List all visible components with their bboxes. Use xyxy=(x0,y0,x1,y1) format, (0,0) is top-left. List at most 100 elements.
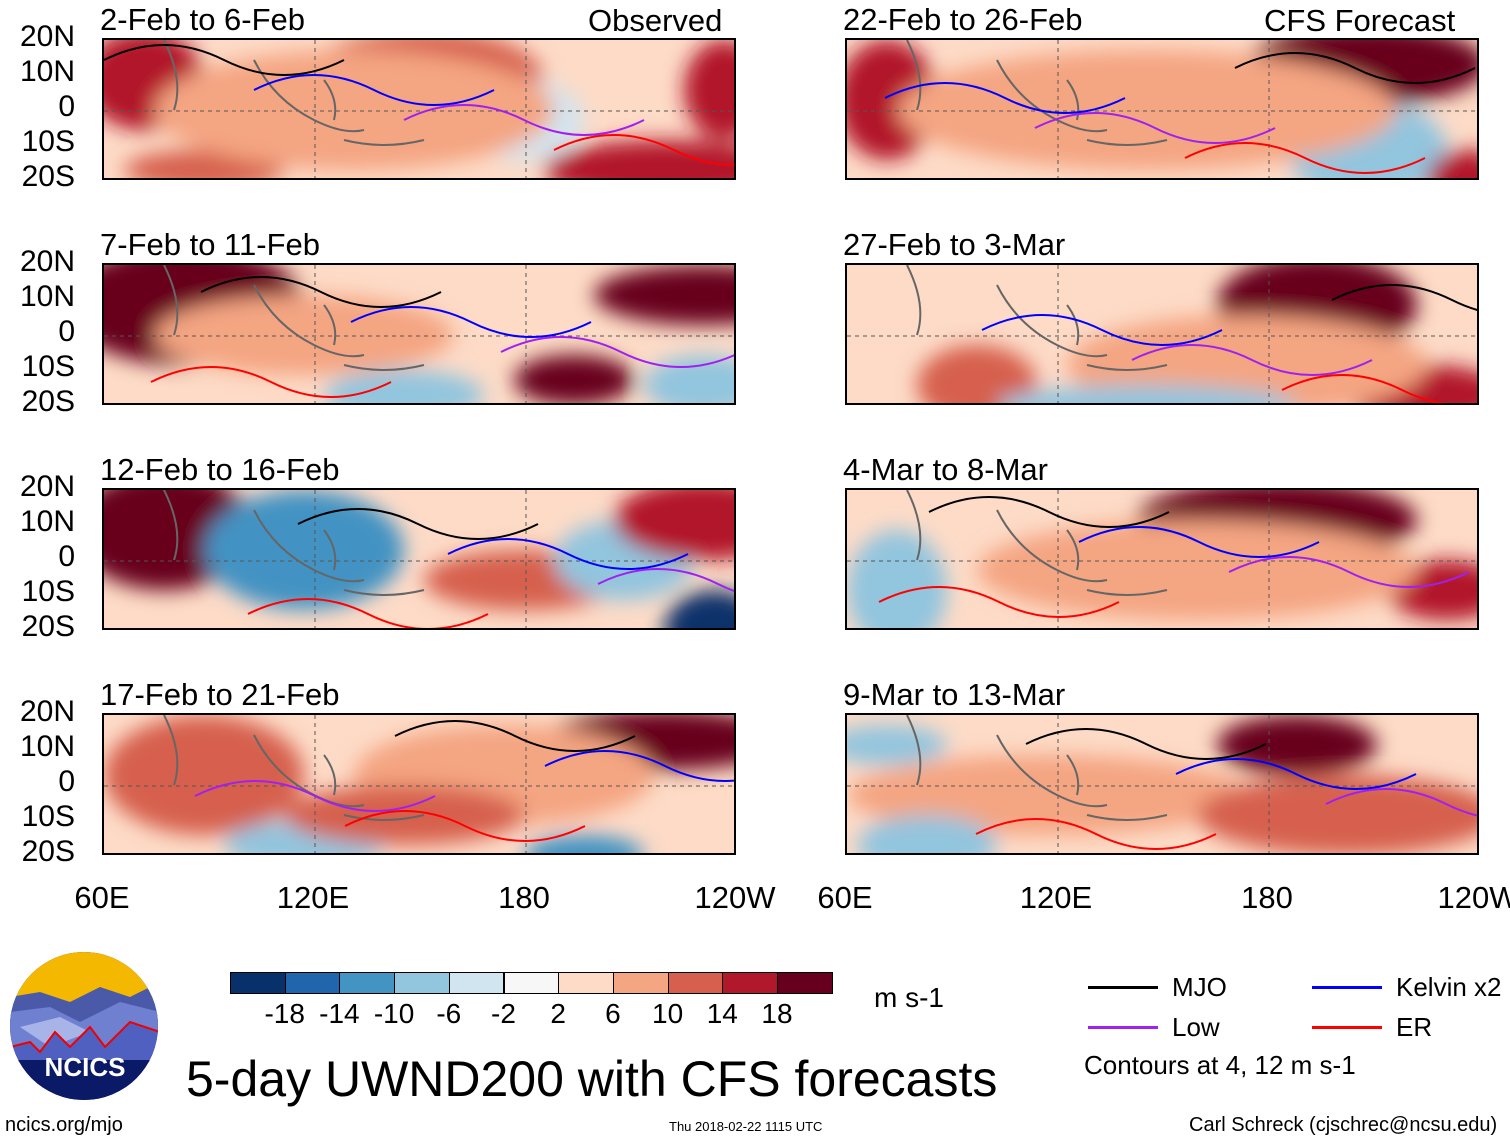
lat-tick-label: 10N xyxy=(19,280,75,313)
contour-line xyxy=(247,598,489,628)
lon-tick-label: 120E xyxy=(1019,880,1093,915)
contour-line xyxy=(597,568,734,592)
figure-title: 5-day UWND200 with CFS forecasts xyxy=(186,1051,998,1107)
map-panel xyxy=(845,713,1479,855)
lat-tick-label: 0 xyxy=(58,540,75,573)
wind-anomaly-region xyxy=(1217,715,1377,775)
coastline xyxy=(163,490,425,596)
panel-title: 17-Feb to 21-Feb xyxy=(100,677,340,712)
colorbar-label: 6 xyxy=(605,998,621,1029)
wind-anomaly-region xyxy=(514,355,634,403)
logo-text: NCICS xyxy=(45,1052,126,1082)
wind-anomaly-region xyxy=(1067,315,1427,403)
wind-anomaly-region xyxy=(154,295,454,375)
wind-anomaly-region xyxy=(897,50,1397,170)
colorbar-label: 14 xyxy=(706,998,738,1029)
legend-note: Contours at 4, 12 m s-1 xyxy=(1084,1050,1356,1080)
contour-line xyxy=(350,306,592,338)
ncics-logo: NCICS xyxy=(10,952,158,1100)
colorbar-label: 18 xyxy=(761,998,793,1029)
contour-line xyxy=(1234,52,1476,84)
panel-title: 22-Feb to 26-Feb xyxy=(843,2,1083,37)
wind-anomaly-region xyxy=(614,490,734,560)
wind-anomaly-region xyxy=(594,265,734,325)
wind-anomaly-region xyxy=(544,140,734,178)
colorbar-label: -6 xyxy=(436,998,462,1029)
legend-label: Kelvin x2 xyxy=(1396,972,1502,1002)
lat-tick-label: 10N xyxy=(19,55,75,88)
source-url[interactable]: ncics.org/mjo xyxy=(5,1114,123,1136)
colorbar-label: -18 xyxy=(264,998,305,1029)
lon-tick-label: 60E xyxy=(817,880,873,915)
map-panel xyxy=(102,38,736,180)
lat-tick-label: 20N xyxy=(19,20,75,53)
colorbar-swatch xyxy=(230,972,286,994)
map-panel xyxy=(102,263,736,405)
lon-tick-label: 120E xyxy=(276,880,350,915)
contour-line xyxy=(544,750,734,782)
lat-tick-label: 10N xyxy=(19,505,75,538)
wind-anomaly-region xyxy=(847,755,1247,835)
contour-line xyxy=(878,586,1120,618)
legend-label: ER xyxy=(1396,1012,1433,1042)
contour-line xyxy=(1331,284,1477,311)
wind-anomaly-region xyxy=(524,835,644,853)
panel-title: 27-Feb to 3-Mar xyxy=(843,227,1066,262)
wind-anomaly-region xyxy=(847,725,947,765)
contour-line xyxy=(1078,526,1320,558)
lat-tick-label: 20S xyxy=(21,385,75,418)
colorbar-label: -10 xyxy=(373,998,415,1029)
lat-tick-label: 10S xyxy=(21,800,75,833)
panel-title: 2-Feb to 6-Feb xyxy=(100,2,306,37)
map-panel xyxy=(102,713,736,855)
colorbar-swatch xyxy=(284,972,341,994)
lat-tick-label: 20N xyxy=(19,245,75,278)
contour-line xyxy=(104,44,345,76)
lat-tick-label: 10S xyxy=(21,350,75,383)
contour-line xyxy=(884,82,1126,114)
observed-label: Observed xyxy=(588,3,723,38)
lat-tick-label: 20S xyxy=(21,160,75,193)
colorbar-unit: m s-1 xyxy=(874,982,944,1013)
wind-anomaly-region xyxy=(997,385,1297,403)
legend-line-mjo xyxy=(1088,986,1158,989)
colorbar-swatch xyxy=(448,972,505,994)
map-panel xyxy=(845,38,1479,180)
lon-tick-label: 60E xyxy=(74,880,130,915)
lon-tick-label: 120W xyxy=(1437,880,1510,915)
lon-tick-label: 120W xyxy=(694,880,776,915)
legend-label: MJO xyxy=(1172,972,1227,1002)
lat-tick-label: 20S xyxy=(21,835,75,868)
wind-anomaly-region xyxy=(977,520,1417,620)
lon-tick-label: 180 xyxy=(498,880,550,915)
contour-line xyxy=(975,818,1217,850)
colorbar-swatch xyxy=(558,972,614,994)
coastline xyxy=(163,40,425,146)
contour-line xyxy=(1034,112,1276,144)
wind-anomaly-region xyxy=(104,715,304,835)
contour-line xyxy=(1184,142,1426,174)
lat-tick-label: 10N xyxy=(19,730,75,763)
wind-anomaly-region xyxy=(204,490,404,610)
colorbar-swatch xyxy=(503,972,560,994)
lat-tick-label: 0 xyxy=(58,765,75,798)
coastline xyxy=(163,265,425,371)
contour-line xyxy=(344,810,586,842)
panel-title: 9-Mar to 13-Mar xyxy=(843,677,1066,712)
colorbar-swatch xyxy=(667,972,724,994)
contour-line xyxy=(253,74,495,106)
colorbar-swatch xyxy=(394,972,450,994)
wind-anomaly-region xyxy=(857,815,997,853)
coastline xyxy=(906,490,1168,596)
colorbar-label: 2 xyxy=(550,998,566,1029)
wind-anomaly-region xyxy=(1197,775,1477,853)
colorbar-swatch xyxy=(777,972,833,994)
map-panel xyxy=(845,263,1479,405)
contour-line xyxy=(394,720,636,752)
wind-anomaly-region xyxy=(284,785,524,845)
colorbar-label: -2 xyxy=(491,998,516,1029)
contour-line xyxy=(1131,344,1373,376)
coastline xyxy=(906,715,1168,821)
legend-label: Low xyxy=(1172,1012,1220,1042)
contour-line xyxy=(1175,758,1417,790)
